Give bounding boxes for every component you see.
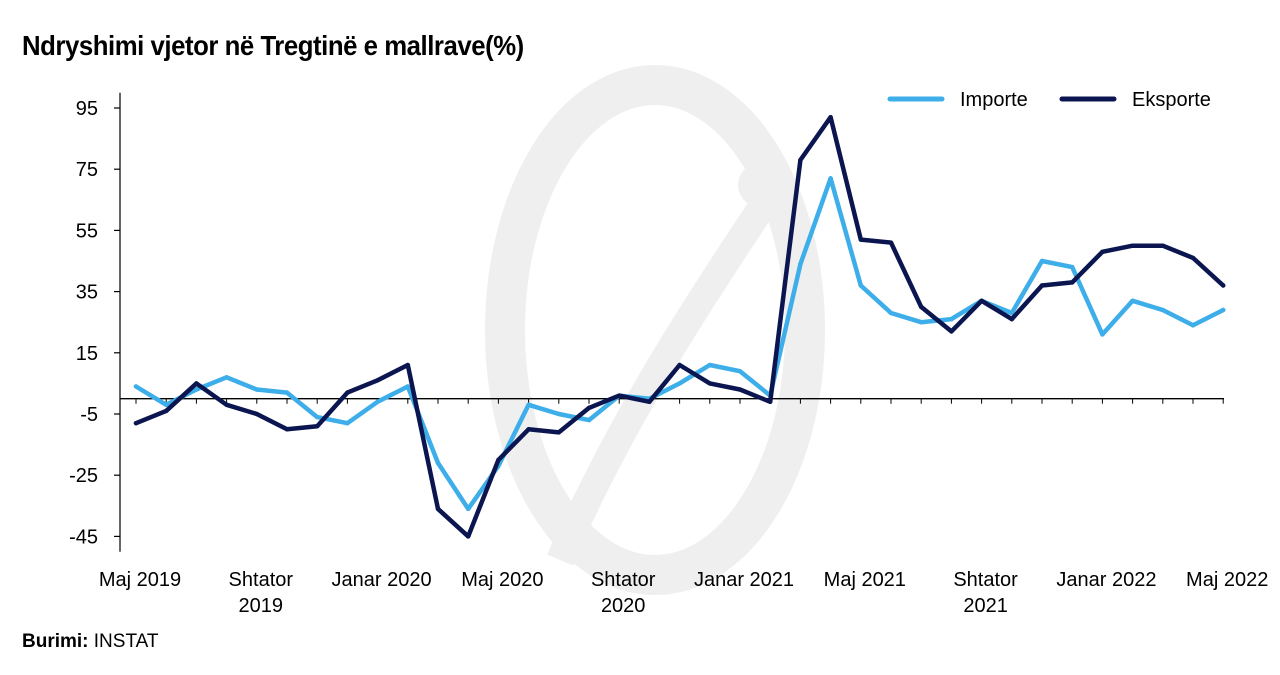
data-point-importe: [1070, 264, 1075, 270]
data-point-eksporte: [556, 430, 561, 435]
x-tick-label: Janar 2022: [1056, 569, 1156, 591]
data-point-eksporte: [677, 362, 682, 368]
legend-label-eksporte: Eksporte: [1132, 89, 1211, 111]
data-point-importe: [1039, 258, 1045, 264]
x-tick-label: Maj 2020: [461, 569, 543, 591]
data-point-eksporte: [1009, 316, 1014, 322]
data-point-importe: [526, 402, 531, 408]
data-point-importe: [224, 375, 229, 380]
data-point-importe: [556, 411, 561, 417]
y-tick-label: -25: [69, 465, 98, 487]
data-point-eksporte: [1160, 243, 1166, 248]
data-point-eksporte: [647, 399, 652, 404]
data-point-eksporte: [798, 157, 803, 163]
data-point-eksporte: [919, 304, 924, 310]
data-point-eksporte: [375, 378, 380, 383]
data-point-importe: [949, 316, 954, 322]
data-point-eksporte: [1130, 243, 1135, 248]
data-point-importe: [1100, 332, 1105, 337]
source-label: Burimi:: [22, 631, 89, 652]
x-tick-label: Maj 2022: [1186, 569, 1268, 591]
y-tick-label: -45: [69, 526, 98, 548]
data-point-eksporte: [1070, 280, 1075, 285]
data-point-eksporte: [1190, 255, 1196, 261]
x-tick-label: Janar 2020: [332, 569, 432, 591]
data-point-eksporte: [466, 534, 471, 539]
data-point-eksporte: [133, 420, 139, 426]
x-tick-label: Shtator 2019: [229, 569, 294, 617]
data-point-importe: [1221, 307, 1226, 313]
data-point-eksporte: [435, 506, 441, 512]
data-point-importe: [798, 261, 803, 267]
data-point-importe: [707, 362, 712, 368]
data-point-importe: [284, 390, 290, 395]
y-tick-label: 35: [76, 282, 98, 304]
data-point-importe: [315, 414, 320, 420]
data-point-importe: [1009, 310, 1014, 316]
data-point-eksporte: [979, 298, 984, 303]
data-point-eksporte: [768, 399, 773, 404]
x-tick-label: Shtator 2020: [591, 569, 656, 617]
data-point-importe: [919, 320, 924, 325]
data-point-importe: [435, 460, 441, 466]
data-point-eksporte: [617, 393, 622, 398]
y-tick-label: 95: [76, 98, 98, 120]
data-point-eksporte: [254, 411, 259, 417]
data-point-importe: [375, 399, 380, 404]
data-point-eksporte: [194, 381, 199, 386]
data-point-eksporte: [284, 427, 290, 432]
data-point-importe: [858, 283, 863, 288]
x-tick-label: Shtator 2021: [953, 569, 1018, 617]
data-point-importe: [1190, 323, 1196, 328]
data-point-eksporte: [1100, 249, 1105, 255]
data-point-eksporte: [949, 329, 954, 334]
data-point-importe: [164, 402, 169, 408]
x-tick-label: Maj 2021: [824, 569, 906, 591]
legend: Importe Eksporte: [887, 89, 1211, 111]
data-point-eksporte: [828, 114, 833, 120]
data-point-importe: [1130, 298, 1135, 303]
data-point-eksporte: [1221, 283, 1226, 288]
data-point-eksporte: [345, 390, 350, 395]
x-tick-label: Maj 2019: [99, 569, 181, 591]
y-tick-label: 15: [76, 343, 98, 365]
data-point-importe: [254, 387, 259, 392]
data-point-eksporte: [888, 240, 894, 245]
y-tick-label: 55: [76, 220, 98, 242]
data-point-importe: [1160, 307, 1166, 313]
watermark-logo: [485, 65, 825, 595]
data-point-eksporte: [224, 402, 229, 408]
data-point-importe: [677, 381, 682, 386]
legend-label-importe: Importe: [960, 89, 1028, 111]
source-value: INSTAT: [93, 631, 159, 652]
data-point-eksporte: [858, 237, 863, 242]
data-point-importe: [345, 420, 350, 426]
source-note: Burimi: INSTAT: [22, 631, 159, 653]
data-point-importe: [194, 387, 199, 392]
data-point-eksporte: [1039, 283, 1045, 288]
data-point-importe: [133, 384, 139, 389]
data-point-eksporte: [526, 427, 531, 432]
y-tick-label: 75: [76, 159, 98, 181]
data-point-importe: [737, 368, 743, 374]
data-point-importe: [888, 310, 894, 316]
data-point-eksporte: [737, 387, 743, 392]
data-point-importe: [828, 176, 833, 181]
data-point-importe: [405, 384, 410, 389]
y-tick-label: -5: [80, 404, 98, 426]
data-point-eksporte: [315, 424, 320, 429]
data-point-eksporte: [707, 381, 712, 386]
data-point-eksporte: [164, 408, 169, 414]
data-point-eksporte: [496, 457, 501, 463]
chart-title: Ndryshimi vjetor në Tregtinë e mallrave(…: [22, 30, 524, 61]
data-point-importe: [466, 506, 471, 512]
data-point-eksporte: [586, 405, 592, 411]
x-tick-label: Janar 2021: [694, 569, 794, 591]
data-point-importe: [586, 417, 592, 423]
data-point-eksporte: [405, 362, 410, 368]
